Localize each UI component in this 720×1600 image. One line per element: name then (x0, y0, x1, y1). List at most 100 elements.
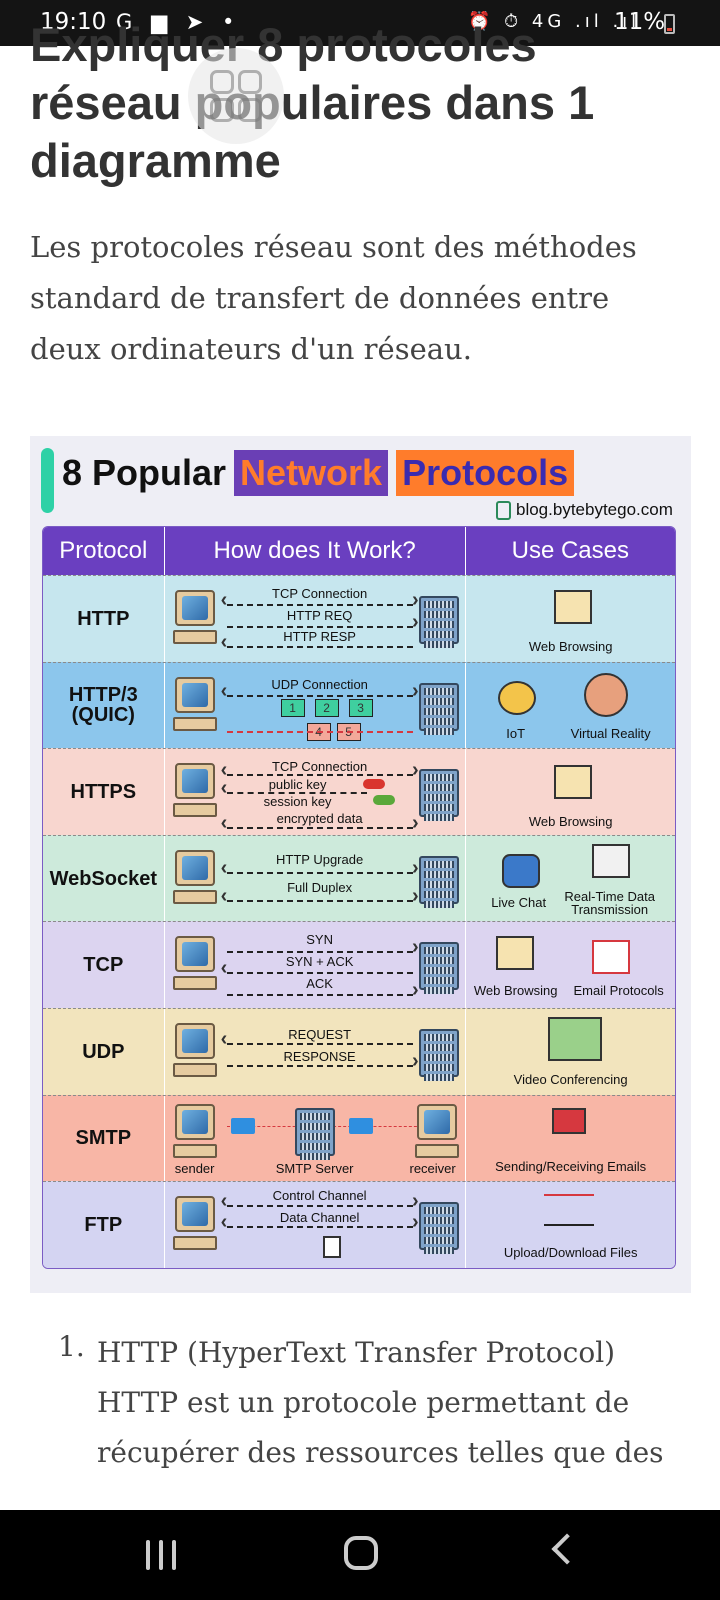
how-cell: TCP Connection HTTP REQ HTTP RESP (165, 576, 466, 662)
use-case-label: Upload/Download Files (503, 1245, 638, 1261)
use-cases-cell: Live Chat Real-Time Data Transmission (466, 836, 675, 922)
protocol-name: HTTP (43, 576, 165, 662)
flow-arrow (221, 858, 419, 878)
col-how: How does It Work? (165, 527, 466, 575)
how-cell: Control Channel Data Channel (165, 1182, 466, 1268)
computer-icon (172, 676, 217, 735)
browser-globe-icon (553, 590, 592, 624)
packet-group: 1 2 3 (280, 698, 373, 717)
protocols-table: Protocol How does It Work? Use Cases HTT… (42, 526, 676, 1269)
system-icons: ⏰ ⏱ 4G .ıl .ıl (468, 11, 641, 32)
computer-icon (172, 936, 217, 994)
protocol-name: HTTPS (43, 749, 165, 835)
use-case-label: Live Chat (491, 894, 547, 910)
flow-arrow (226, 612, 419, 632)
recent-apps-button[interactable] (146, 1540, 178, 1570)
browser-globe-icon (495, 936, 534, 971)
use-case-label: Virtual Reality (570, 725, 651, 741)
flow-arrow (221, 1212, 419, 1232)
use-case-label: Sending/Receiving Emails (495, 1158, 647, 1174)
flow-arrow (221, 958, 413, 978)
flow-label: sender (174, 1160, 215, 1176)
table-row: SMTP sender SMTP Server receiver Sending… (43, 1094, 675, 1182)
flow-arrow (226, 1051, 419, 1071)
protocol-name: FTP (43, 1182, 165, 1268)
server-icon (418, 1028, 459, 1081)
back-button[interactable] (551, 1533, 583, 1565)
use-cases-cell: Upload/Download Files (466, 1182, 675, 1268)
computer-icon (172, 763, 217, 821)
battery-icon (664, 14, 675, 34)
flow-arrow (226, 937, 419, 957)
accent-bar (41, 448, 54, 513)
computer-icon (172, 1103, 217, 1162)
document-icon (322, 1236, 341, 1259)
home-button[interactable] (344, 1536, 378, 1570)
envelope-icon (230, 1117, 255, 1134)
flow-arrow (221, 1191, 419, 1211)
how-cell: REQUEST RESPONSE (165, 1008, 466, 1095)
chat-bubble-icon (501, 853, 540, 888)
battery-percent: 11% (614, 9, 666, 35)
grid-square-icon (238, 98, 262, 122)
use-case-label: Web Browsing (528, 639, 613, 654)
how-cell: sender SMTP Server receiver (165, 1095, 466, 1182)
flow-label: session key (263, 794, 332, 810)
table-row: TCP SYN SYN + ACK ACK Web Browsing Email… (43, 921, 675, 1008)
col-protocol: Protocol (43, 527, 165, 575)
flow-arrow (221, 1029, 413, 1049)
table-row: HTTPS TCP Connection public key session … (43, 748, 675, 835)
lost-packet-line (226, 730, 413, 733)
list-item-text: HTTP (HyperText Transfer Protocol) HTTP … (97, 1336, 664, 1469)
how-cell: HTTP Upgrade Full Duplex (165, 835, 466, 922)
use-cases-cell: Sending/Receiving Emails (466, 1096, 675, 1182)
how-cell: UDP Connection 1 2 3 4 5 (165, 662, 466, 749)
flow-arrow (221, 632, 413, 652)
flow-arrow (226, 980, 419, 1000)
table-row: UDP REQUEST RESPONSE Video Conferencing (43, 1007, 675, 1095)
use-cases-cell: Web Browsing (466, 749, 675, 835)
intro-paragraph: Les protocoles réseau sont des méthodes … (30, 230, 637, 366)
video-conference-icon (547, 1016, 602, 1061)
use-case-label: IoT (506, 725, 526, 741)
green-key-icon (372, 795, 395, 806)
protocol-name: SMTP (43, 1095, 165, 1182)
page-title: Expliquer 8 protocoles réseau populaires… (30, 18, 595, 187)
navigation-bar (0, 1510, 720, 1600)
server-icon (418, 855, 459, 908)
computer-icon (172, 1196, 217, 1254)
list-number: 1. (58, 1330, 85, 1363)
status-bar: 19:10 G ▆ ➤ • ⏰ ⏱ 4G .ıl .ıl 11% (0, 0, 720, 46)
table-header: Protocol How does It Work? Use Cases (43, 527, 675, 575)
col-use-cases: Use Cases (511, 537, 629, 564)
protocol-name: TCP (43, 922, 165, 1008)
use-case-label: Video Conferencing (513, 1071, 628, 1087)
table-row: HTTP TCP Connection HTTP REQ HTTP RESP W… (43, 575, 675, 662)
flow-arrow (221, 681, 419, 701)
protocols-infographic[interactable]: 8 Popular Network Protocols blog.bytebyt… (30, 436, 691, 1293)
computer-icon (172, 1022, 217, 1081)
computer-icon (172, 849, 217, 908)
use-case-label: Email Protocols (573, 983, 664, 999)
source-text: blog.bytebytego.com (516, 500, 673, 519)
title-protocols: Protocols (396, 450, 575, 496)
use-cases-cell: IoT Virtual Reality (466, 663, 675, 749)
packet: 2 (314, 698, 339, 717)
grid-square-icon (210, 98, 234, 122)
upload-download-icon (543, 1194, 594, 1227)
protocol-name: WebSocket (43, 835, 165, 922)
use-cases-cell: Web Browsing (466, 576, 675, 662)
flow-arrow (221, 813, 419, 833)
server-icon (418, 682, 459, 735)
protocol-name: HTTP/3 (QUIC) (43, 662, 165, 749)
data-transfer-icon (591, 843, 630, 878)
bytebytego-logo-icon (496, 500, 511, 520)
use-cases-cell: Web Browsing Email Protocols (466, 922, 675, 1008)
grid-square-icon (238, 70, 262, 94)
flow-arrow (221, 590, 419, 610)
server-icon (418, 596, 459, 648)
title-network: Network (234, 450, 389, 496)
floating-menu-button[interactable] (188, 48, 284, 144)
title-prefix: 8 Popular (62, 452, 227, 493)
server-icon (418, 942, 459, 995)
